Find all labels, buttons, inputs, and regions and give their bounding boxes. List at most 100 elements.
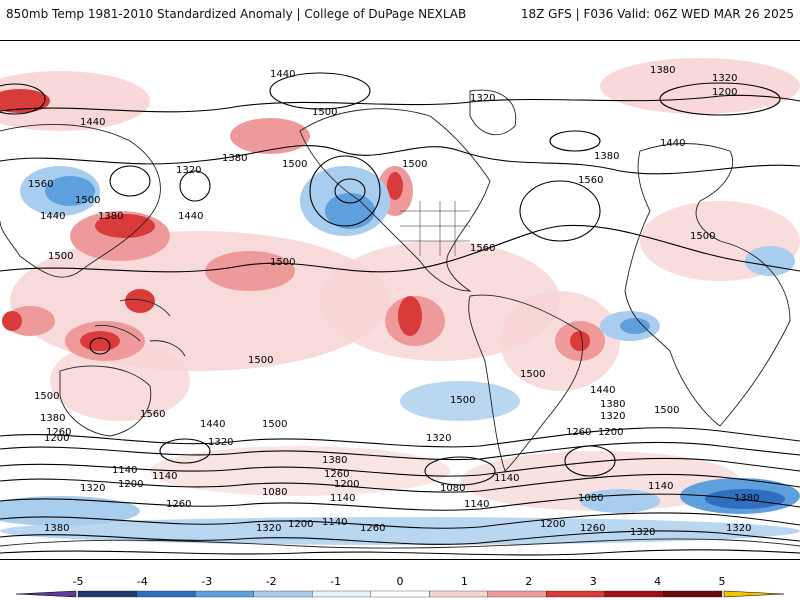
contour-label: 1380 xyxy=(40,413,65,424)
colorbar-tick-label: 2 xyxy=(525,575,532,588)
contour-label: 1200 xyxy=(712,87,737,98)
colorbar-tick-label: -5 xyxy=(73,575,84,588)
contour-label: 1260 xyxy=(324,469,349,480)
contour-label: 1500 xyxy=(34,391,59,402)
coastlines xyxy=(0,89,800,549)
header: 850mb Temp 1981-2010 Standardized Anomal… xyxy=(0,0,800,30)
contour-label: 1140 xyxy=(322,517,347,528)
contour-label: 1200 xyxy=(44,433,69,444)
map-title: 850mb Temp 1981-2010 Standardized Anomal… xyxy=(6,7,467,21)
colorbar-segment xyxy=(546,590,606,598)
contour-label: 1500 xyxy=(270,257,295,268)
contour-label: 1500 xyxy=(262,419,287,430)
contour-label: 1320 xyxy=(80,483,105,494)
contour-label: 1440 xyxy=(270,69,295,80)
contour-label: 1500 xyxy=(402,159,427,170)
contour-label: 1140 xyxy=(464,499,489,510)
colorbar-tick-label: 0 xyxy=(397,575,404,588)
contour-label: 1380 xyxy=(98,211,123,222)
colorbar-tick-label: -3 xyxy=(201,575,212,588)
contour-label: 1560 xyxy=(470,243,495,254)
contour-label: 1440 xyxy=(200,419,225,430)
contour-label: 1320 xyxy=(470,93,495,104)
contour-label: 1380 xyxy=(594,151,619,162)
contour-label: 1380 xyxy=(222,153,247,164)
colorbar-tick-label: 3 xyxy=(590,575,597,588)
model-run-info: 18Z GFS | F036 Valid: 06Z WED MAR 26 202… xyxy=(520,7,794,21)
colorbar-tick-label: 4 xyxy=(654,575,661,588)
colorbar-segment xyxy=(429,590,488,598)
contour-label: 1440 xyxy=(590,385,615,396)
colorbar-segment xyxy=(663,590,723,598)
contour-label: 1500 xyxy=(520,369,545,380)
contour-label: 1260 xyxy=(566,427,591,438)
contour-label: 1260 xyxy=(46,427,71,438)
anomaly-map[interactable]: 1440 1380 1320 1200 1500 1440 1380 1320 … xyxy=(0,40,800,560)
contour-label: 1320 xyxy=(208,437,233,448)
colorbar-strip: -5 -4 -3 -2 -1 0 1 2 3 4 5 xyxy=(15,575,785,598)
contour-label: 1440 xyxy=(178,211,203,222)
contour-label: 1320 xyxy=(726,523,751,534)
contour-label: 1380 xyxy=(322,455,347,466)
contour-label: 1500 xyxy=(690,231,715,242)
contour-label: 1200 xyxy=(598,427,623,438)
colorbar-tick-label: 1 xyxy=(461,575,468,588)
contour-label: 1440 xyxy=(40,211,65,222)
contour-label: 1200 xyxy=(118,479,143,490)
colorbar-segment xyxy=(194,590,254,598)
colorbar-segment xyxy=(253,590,313,598)
contour-label: 1140 xyxy=(330,493,355,504)
contour-label: 1380 xyxy=(734,493,759,504)
contour-label: 1080 xyxy=(440,483,465,494)
contour-label: 1560 xyxy=(578,175,603,186)
contour-label: 1500 xyxy=(75,195,100,206)
anomaly-colorbar: -5 -4 -3 -2 -1 0 1 2 3 4 5 xyxy=(0,572,800,600)
contour-label: 1260 xyxy=(360,523,385,534)
colorbar-low-arrow xyxy=(15,590,77,598)
contour-label: 1500 xyxy=(450,395,475,406)
colorbar-segment xyxy=(312,590,371,598)
contour-label: 1080 xyxy=(262,487,287,498)
contour-label: 1500 xyxy=(48,251,73,262)
contour-label: 1140 xyxy=(494,473,519,484)
colorbar-high-arrow xyxy=(723,590,785,598)
colorbar-tick-label: -2 xyxy=(266,575,277,588)
colorbar-segment xyxy=(77,590,137,598)
contour-label: 1320 xyxy=(600,411,625,422)
contour-label: 1320 xyxy=(176,165,201,176)
contour-label: 1140 xyxy=(112,465,137,476)
contour-label: 1380 xyxy=(650,65,675,76)
contour-label: 1440 xyxy=(660,138,685,149)
contour-label: 1440 xyxy=(80,117,105,128)
contour-label: 1200 xyxy=(540,519,565,530)
contour-label: 1320 xyxy=(712,73,737,84)
contour-labels: 1440 1380 1320 1200 1500 1440 1380 1320 … xyxy=(28,65,759,538)
colorbar-segment xyxy=(370,590,430,598)
contour-label: 1260 xyxy=(166,499,191,510)
contour-label: 1500 xyxy=(654,405,679,416)
anomaly-shading xyxy=(0,58,800,545)
colorbar-segment xyxy=(604,590,664,598)
contour-label: 1500 xyxy=(248,355,273,366)
contour-label: 1200 xyxy=(334,479,359,490)
contour-label: 1500 xyxy=(282,159,307,170)
contour-label: 1140 xyxy=(152,471,177,482)
contour-label: 1380 xyxy=(44,523,69,534)
contour-label: 1320 xyxy=(630,527,655,538)
colorbar-segment xyxy=(487,590,547,598)
contour-label: 1080 xyxy=(578,493,603,504)
contour-label: 1200 xyxy=(288,519,313,530)
colorbar-segment xyxy=(136,590,196,598)
contour-label: 1560 xyxy=(28,179,53,190)
contour-label: 1560 xyxy=(140,409,165,420)
height-contours xyxy=(0,72,800,556)
map-canvas: 1440 1380 1320 1200 1500 1440 1380 1320 … xyxy=(0,41,800,559)
colorbar-tick-label: -1 xyxy=(330,575,341,588)
colorbar-tick-label: -4 xyxy=(137,575,148,588)
contour-label: 1140 xyxy=(648,481,673,492)
contour-label: 1500 xyxy=(312,107,337,118)
colorbar-tick-label: 5 xyxy=(719,575,726,588)
contour-label: 1260 xyxy=(580,523,605,534)
contour-label: 1320 xyxy=(426,433,451,444)
contour-label: 1320 xyxy=(256,523,281,534)
